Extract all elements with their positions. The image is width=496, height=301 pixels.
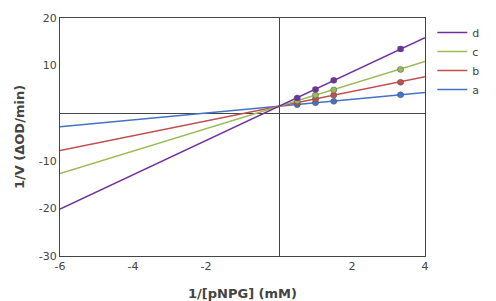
svg-text:1/[pNPG] (mM): 1/[pNPG] (mM): [188, 286, 297, 301]
svg-text:4: 4: [422, 260, 429, 273]
svg-text:10: 10: [43, 59, 57, 72]
svg-text:-2: -2: [201, 260, 212, 273]
svg-text:a: a: [472, 84, 479, 97]
svg-text:1/V (ΔOD/min): 1/V (ΔOD/min): [12, 85, 27, 189]
svg-text:-10: -10: [39, 155, 57, 168]
svg-text:-30: -30: [39, 250, 57, 263]
svg-text:-6: -6: [55, 260, 66, 273]
svg-text:-4: -4: [128, 260, 139, 273]
svg-text:c: c: [472, 46, 478, 59]
svg-text:d: d: [472, 27, 479, 40]
svg-text:20: 20: [43, 12, 57, 25]
svg-text:2: 2: [349, 260, 356, 273]
svg-text:b: b: [472, 65, 479, 78]
svg-text:-20: -20: [39, 202, 57, 215]
